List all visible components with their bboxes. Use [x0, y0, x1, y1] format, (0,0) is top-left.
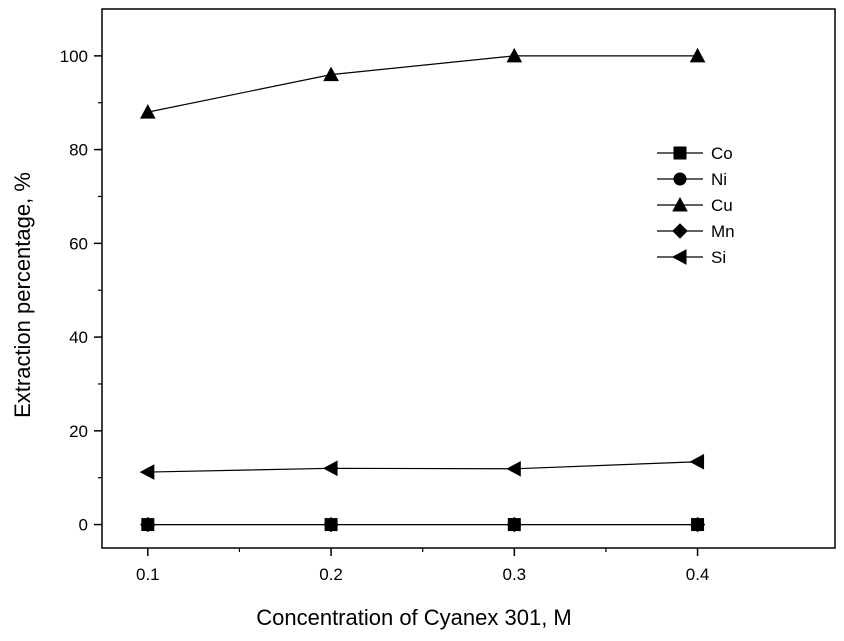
- data-point-mn: [689, 516, 706, 533]
- y-tick-label: 20: [69, 422, 88, 441]
- data-point-si: [139, 464, 155, 480]
- y-tick-label: 100: [60, 47, 88, 66]
- y-axis: 0 20 40 60 80 100: [60, 47, 102, 535]
- legend-label-co: Co: [711, 144, 733, 163]
- legend-marker-ni: [673, 172, 687, 186]
- x-axis-title: Concentration of Cyanex 301, M: [256, 605, 572, 630]
- legend-marker-mn: [672, 223, 688, 239]
- data-point-cu: [689, 47, 706, 63]
- data-point-cu: [139, 104, 156, 119]
- series-line-si: [147, 461, 698, 473]
- legend-marker-cu: [672, 196, 688, 212]
- legend-label-cu: Cu: [711, 196, 733, 215]
- data-point-cu: [323, 66, 339, 82]
- x-tick-label: 0.2: [319, 565, 343, 584]
- y-tick-label: 40: [69, 328, 88, 347]
- legend-marker-co: [673, 146, 687, 160]
- legend-label-ni: Ni: [711, 170, 727, 189]
- legend-marker-si: [671, 249, 687, 265]
- y-axis-title: Extraction percentage, %: [10, 172, 35, 418]
- data-point-si: [323, 460, 338, 477]
- x-tick-label: 0.4: [686, 565, 710, 584]
- series-layer: [139, 47, 706, 533]
- x-axis: 0.1 0.2 0.3 0.4: [136, 548, 709, 584]
- legend-label-mn: Mn: [711, 222, 735, 241]
- series-line-cu: [147, 55, 698, 113]
- data-point-mn: [323, 516, 339, 533]
- y-tick-label: 0: [79, 516, 88, 535]
- x-tick-label: 0.3: [502, 565, 526, 584]
- data-point-si: [689, 453, 705, 470]
- y-tick-label: 60: [69, 234, 88, 253]
- legend-label-si: Si: [711, 248, 726, 267]
- data-point-cu: [506, 47, 523, 63]
- legend: Co Ni Cu Mn Si: [657, 144, 735, 267]
- plot-frame: [101, 8, 836, 549]
- data-point-mn: [140, 516, 156, 533]
- data-point-si: [506, 460, 521, 477]
- y-tick-label: 80: [69, 141, 88, 160]
- x-tick-label: 0.1: [136, 565, 160, 584]
- data-point-mn: [506, 516, 523, 533]
